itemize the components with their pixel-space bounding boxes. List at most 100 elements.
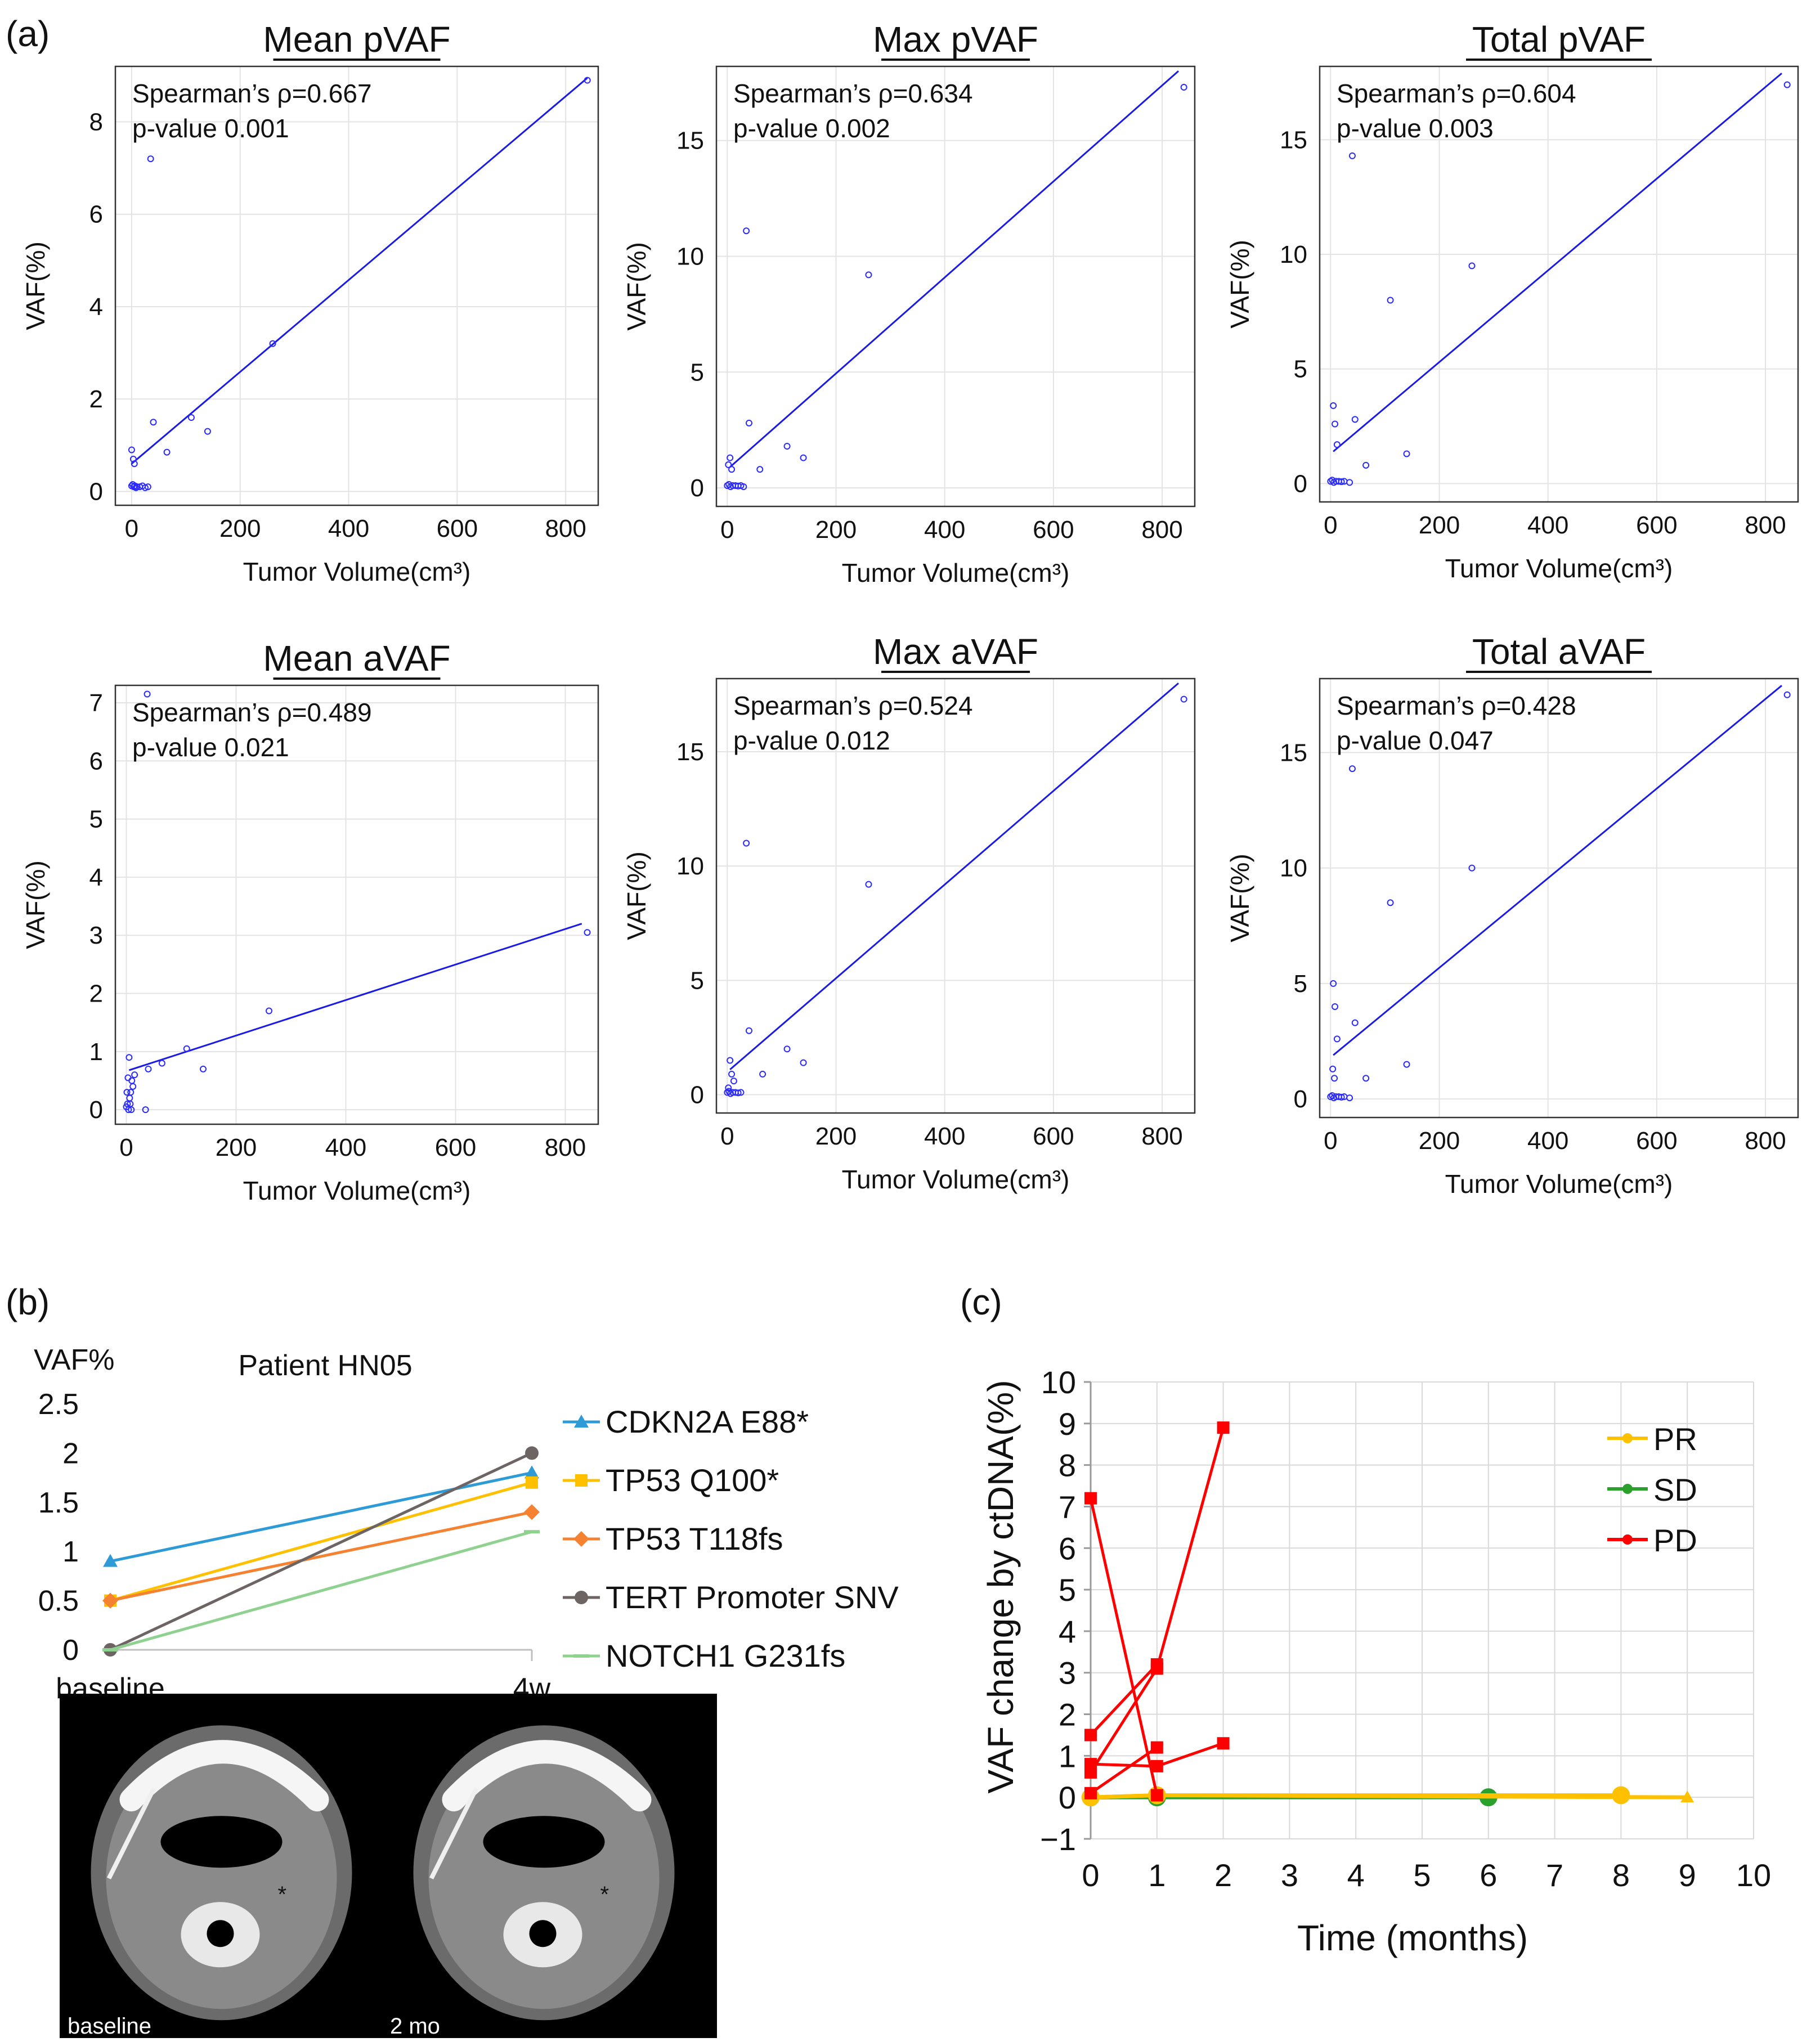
chart-title: Max pVAF: [873, 19, 1038, 60]
data-point: [1338, 478, 1345, 486]
regression-line: [1333, 73, 1782, 452]
x-tick-label: 0: [119, 1134, 133, 1161]
regression-line: [128, 923, 582, 1071]
legend-item-pr: PR: [1607, 1421, 1697, 1457]
data-point: [126, 1094, 133, 1102]
spearman-annotation: Spearman’s ρ=0.667: [132, 79, 372, 108]
legend-item-sd: SD: [1607, 1472, 1697, 1507]
data-point: [743, 227, 750, 235]
x-tick-label: 400: [1527, 511, 1568, 539]
legend-label: PR: [1653, 1421, 1697, 1457]
data-point: [158, 1060, 165, 1067]
ct-scan-1: * baseline: [60, 1694, 395, 2039]
data-point: [1332, 420, 1339, 428]
y-tick-label: 15: [676, 738, 704, 766]
chart-title: Max aVAF: [873, 631, 1038, 672]
y-tick-label: 0.5: [38, 1585, 79, 1618]
data-point: [737, 1089, 745, 1096]
series-1: CDKN2A E88*: [103, 1404, 809, 1567]
chart-title: Patient HN05: [238, 1349, 412, 1382]
y-tick-label: −1: [1040, 1821, 1076, 1857]
data-point: [1362, 461, 1370, 469]
data-point: [150, 419, 157, 426]
p-value-annotation: p-value 0.012: [733, 726, 890, 755]
x-tick-label: 800: [1141, 516, 1182, 544]
x-tick-label: 0: [1324, 1127, 1337, 1155]
ct-scan-2: * 2 mo: [382, 1694, 717, 2039]
legend-marker: [1622, 1534, 1633, 1545]
plot-frame: [715, 65, 1196, 508]
y-tick-label: 4: [1059, 1614, 1076, 1649]
regression-line: [729, 70, 1180, 468]
x-tick-label: 7: [1546, 1857, 1563, 1893]
y-tick-label: 5: [89, 806, 103, 833]
legend-label: NOTCH1 G231fs: [606, 1638, 845, 1673]
data-point: [127, 1089, 135, 1096]
data-point: [743, 840, 750, 847]
data-point: [1348, 765, 1356, 773]
data-point: [1468, 864, 1476, 872]
data-marker: [1084, 1787, 1097, 1799]
legend-marker: [575, 1474, 588, 1487]
series-marker: [524, 1530, 540, 1534]
x-tick-label: 400: [1527, 1127, 1568, 1155]
plot-frame: [1319, 677, 1799, 1119]
y-axis-label: VAF(%): [622, 851, 651, 940]
y-tick-label: 1: [89, 1038, 103, 1066]
plot-frame: [114, 65, 599, 506]
x-tick-label: 600: [1636, 1127, 1677, 1155]
data-point: [745, 419, 752, 427]
legend-marker: [575, 1591, 588, 1604]
x-axis-label: Tumor Volume(cm³): [243, 1176, 471, 1205]
data-point: [1333, 1035, 1341, 1043]
y-tick-label: 15: [1280, 739, 1307, 766]
p-value-annotation: p-value 0.002: [733, 114, 890, 143]
p-value-annotation: p-value 0.003: [1337, 114, 1494, 143]
x-tick-label: 200: [219, 515, 261, 542]
data-point: [147, 155, 154, 163]
x-axis-label: Tumor Volume(cm³): [1445, 554, 1673, 583]
p-value-annotation: p-value 0.047: [1337, 726, 1494, 755]
data-point: [1346, 1094, 1353, 1102]
ct-airway: [483, 1816, 605, 1868]
plot-frame: [1319, 65, 1799, 503]
x-tick-label: 2: [1214, 1857, 1232, 1893]
data-point: [123, 1089, 131, 1096]
x-tick-label: 400: [924, 1123, 965, 1150]
chart-title: Total pVAF: [1472, 19, 1646, 60]
data-marker: [1084, 1729, 1097, 1742]
x-tick-label: 400: [924, 516, 965, 544]
x-axis-label: Time (months): [1297, 1918, 1528, 1958]
series-marker: [102, 1592, 118, 1609]
y-tick-label: 10: [1280, 241, 1307, 268]
x-axis-label: Tumor Volume(cm³): [243, 557, 471, 586]
x-tick-label: 10: [1736, 1857, 1771, 1893]
spearman-annotation: Spearman’s ρ=0.489: [132, 698, 372, 727]
x-tick-label: 3: [1281, 1857, 1298, 1893]
y-tick-label: 10: [1280, 855, 1307, 882]
y-tick-label: 15: [676, 127, 704, 155]
y-tick-label: 10: [1041, 1365, 1076, 1400]
series-pd-3: [1084, 1737, 1230, 1772]
data-point: [125, 1054, 133, 1061]
data-point: [728, 1070, 736, 1078]
scatter-chart-2: 0 200 400 600 800 0 5 10 15 Max pVAF Tumor Volume(…: [622, 19, 1196, 587]
y-tick-label: 5: [1294, 356, 1307, 383]
data-point: [1387, 899, 1394, 906]
data-point: [128, 446, 135, 454]
data-point: [727, 1057, 734, 1064]
data-marker: [1150, 1741, 1163, 1754]
data-point: [727, 454, 734, 461]
ct-soft-tissue: [428, 1748, 660, 2009]
series-2: TP53 Q100*: [104, 1462, 779, 1607]
y-tick-label: 0: [1059, 1780, 1076, 1815]
y-tick-label: 5: [691, 358, 704, 386]
data-point: [1338, 1093, 1345, 1101]
y-tick-label: 4: [89, 864, 103, 891]
y-tick-label: 10: [676, 243, 704, 270]
data-point: [783, 442, 791, 450]
x-tick-label: 600: [1033, 516, 1074, 544]
data-point: [1403, 1061, 1410, 1068]
series-line: [110, 1510, 532, 1603]
